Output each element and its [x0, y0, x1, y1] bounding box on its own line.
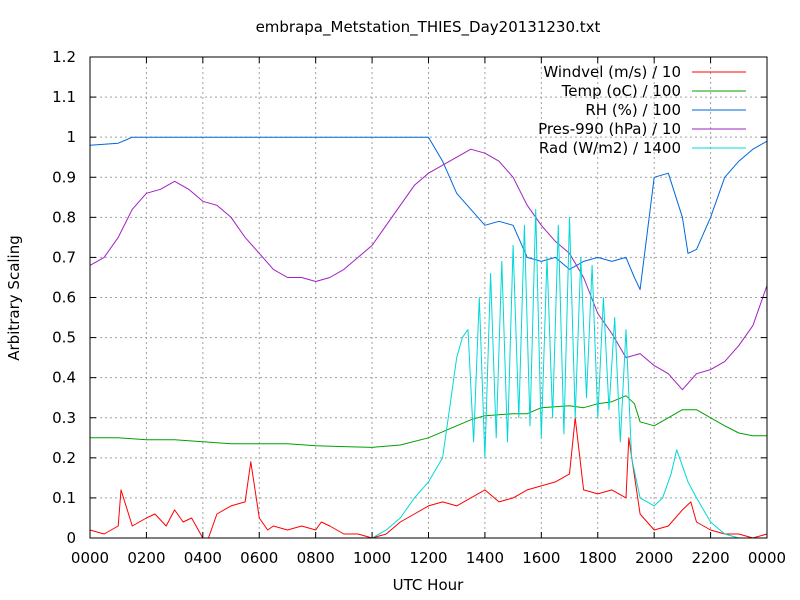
x-tick-label: 2000 — [635, 549, 673, 567]
y-tick-label: 1.2 — [52, 48, 76, 66]
y-tick-label: 1 — [66, 128, 76, 146]
y-tick-label: 0.6 — [52, 289, 76, 307]
series-line-5 — [90, 208, 767, 539]
y-tick-label: 0 — [66, 529, 76, 547]
x-tick-label: 1400 — [466, 549, 504, 567]
x-tick-label: 1200 — [409, 549, 447, 567]
legend-label-5: Rad (W/m2) / 1400 — [539, 139, 681, 157]
y-tick-label: 0.7 — [52, 248, 76, 266]
series-line-4 — [89, 148, 768, 391]
x-tick-label: 0400 — [184, 549, 222, 567]
chart-title: embrapa_Metstation_THIES_Day20131230.txt — [256, 18, 601, 37]
axis-ticks: 0 0.1 0.2 0.3 0.4 0.5 0.6 0.7 0.8 0.9 1 1.1 1.2 0000 0… — [52, 48, 786, 567]
legend-label-2: Temp (oC) / 100 — [561, 82, 681, 100]
y-tick-label: 0.1 — [52, 489, 76, 507]
x-tick-label: 0600 — [240, 549, 278, 567]
y-tick-label: 0.4 — [52, 369, 76, 387]
series-line-2 — [90, 395, 767, 448]
y-axis-label: Arbitrary Scaling — [5, 235, 23, 361]
x-tick-label: 0200 — [127, 549, 165, 567]
x-tick-label: 1800 — [579, 549, 617, 567]
y-tick-label: 0.8 — [52, 208, 76, 226]
series-line-1 — [89, 417, 768, 539]
legend-label-1: Windvel (m/s) / 10 — [543, 63, 681, 81]
x-tick-label: 1600 — [522, 549, 560, 567]
y-tick-label: 1.1 — [52, 88, 76, 106]
y-tick-label: 0.2 — [52, 449, 76, 467]
x-axis-label: UTC Hour — [393, 576, 464, 594]
x-tick-label: 0000 — [71, 549, 109, 567]
y-tick-label: 0.3 — [52, 409, 76, 427]
x-tick-label: 0800 — [297, 549, 335, 567]
y-tick-label: 0.5 — [52, 329, 76, 347]
y-tick-label: 0.9 — [52, 168, 76, 186]
x-tick-label: 0000 — [748, 549, 786, 567]
series-group — [89, 136, 768, 539]
legend-label-3: RH (%) / 100 — [585, 101, 681, 119]
x-tick-label: 2200 — [691, 549, 729, 567]
series-line-3 — [89, 136, 768, 290]
x-tick-label: 1000 — [353, 549, 391, 567]
legend-label-4: Pres-990 (hPa) / 10 — [538, 120, 681, 138]
